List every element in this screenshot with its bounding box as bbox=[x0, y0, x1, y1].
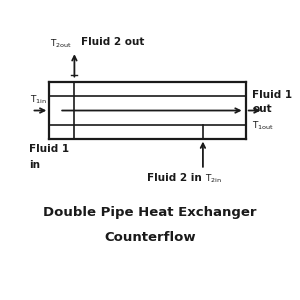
Text: Fluid 1: Fluid 1 bbox=[252, 90, 292, 100]
Text: Fluid 2 in: Fluid 2 in bbox=[148, 172, 202, 183]
Text: Counterflow: Counterflow bbox=[104, 231, 196, 244]
Text: in: in bbox=[29, 160, 40, 170]
Text: T$_{\mathregular{1out}}$: T$_{\mathregular{1out}}$ bbox=[252, 120, 274, 132]
Text: Fluid 1: Fluid 1 bbox=[29, 144, 69, 154]
Text: T$_{\mathregular{2in}}$: T$_{\mathregular{2in}}$ bbox=[206, 172, 223, 185]
Text: out: out bbox=[252, 104, 272, 114]
Text: T$_{\mathregular{2out}}$: T$_{\mathregular{2out}}$ bbox=[50, 38, 72, 50]
Text: Fluid 2 out: Fluid 2 out bbox=[81, 37, 144, 47]
Text: T$_{\mathregular{1in}}$: T$_{\mathregular{1in}}$ bbox=[30, 94, 47, 106]
Text: Double Pipe Heat Exchanger: Double Pipe Heat Exchanger bbox=[43, 206, 257, 218]
